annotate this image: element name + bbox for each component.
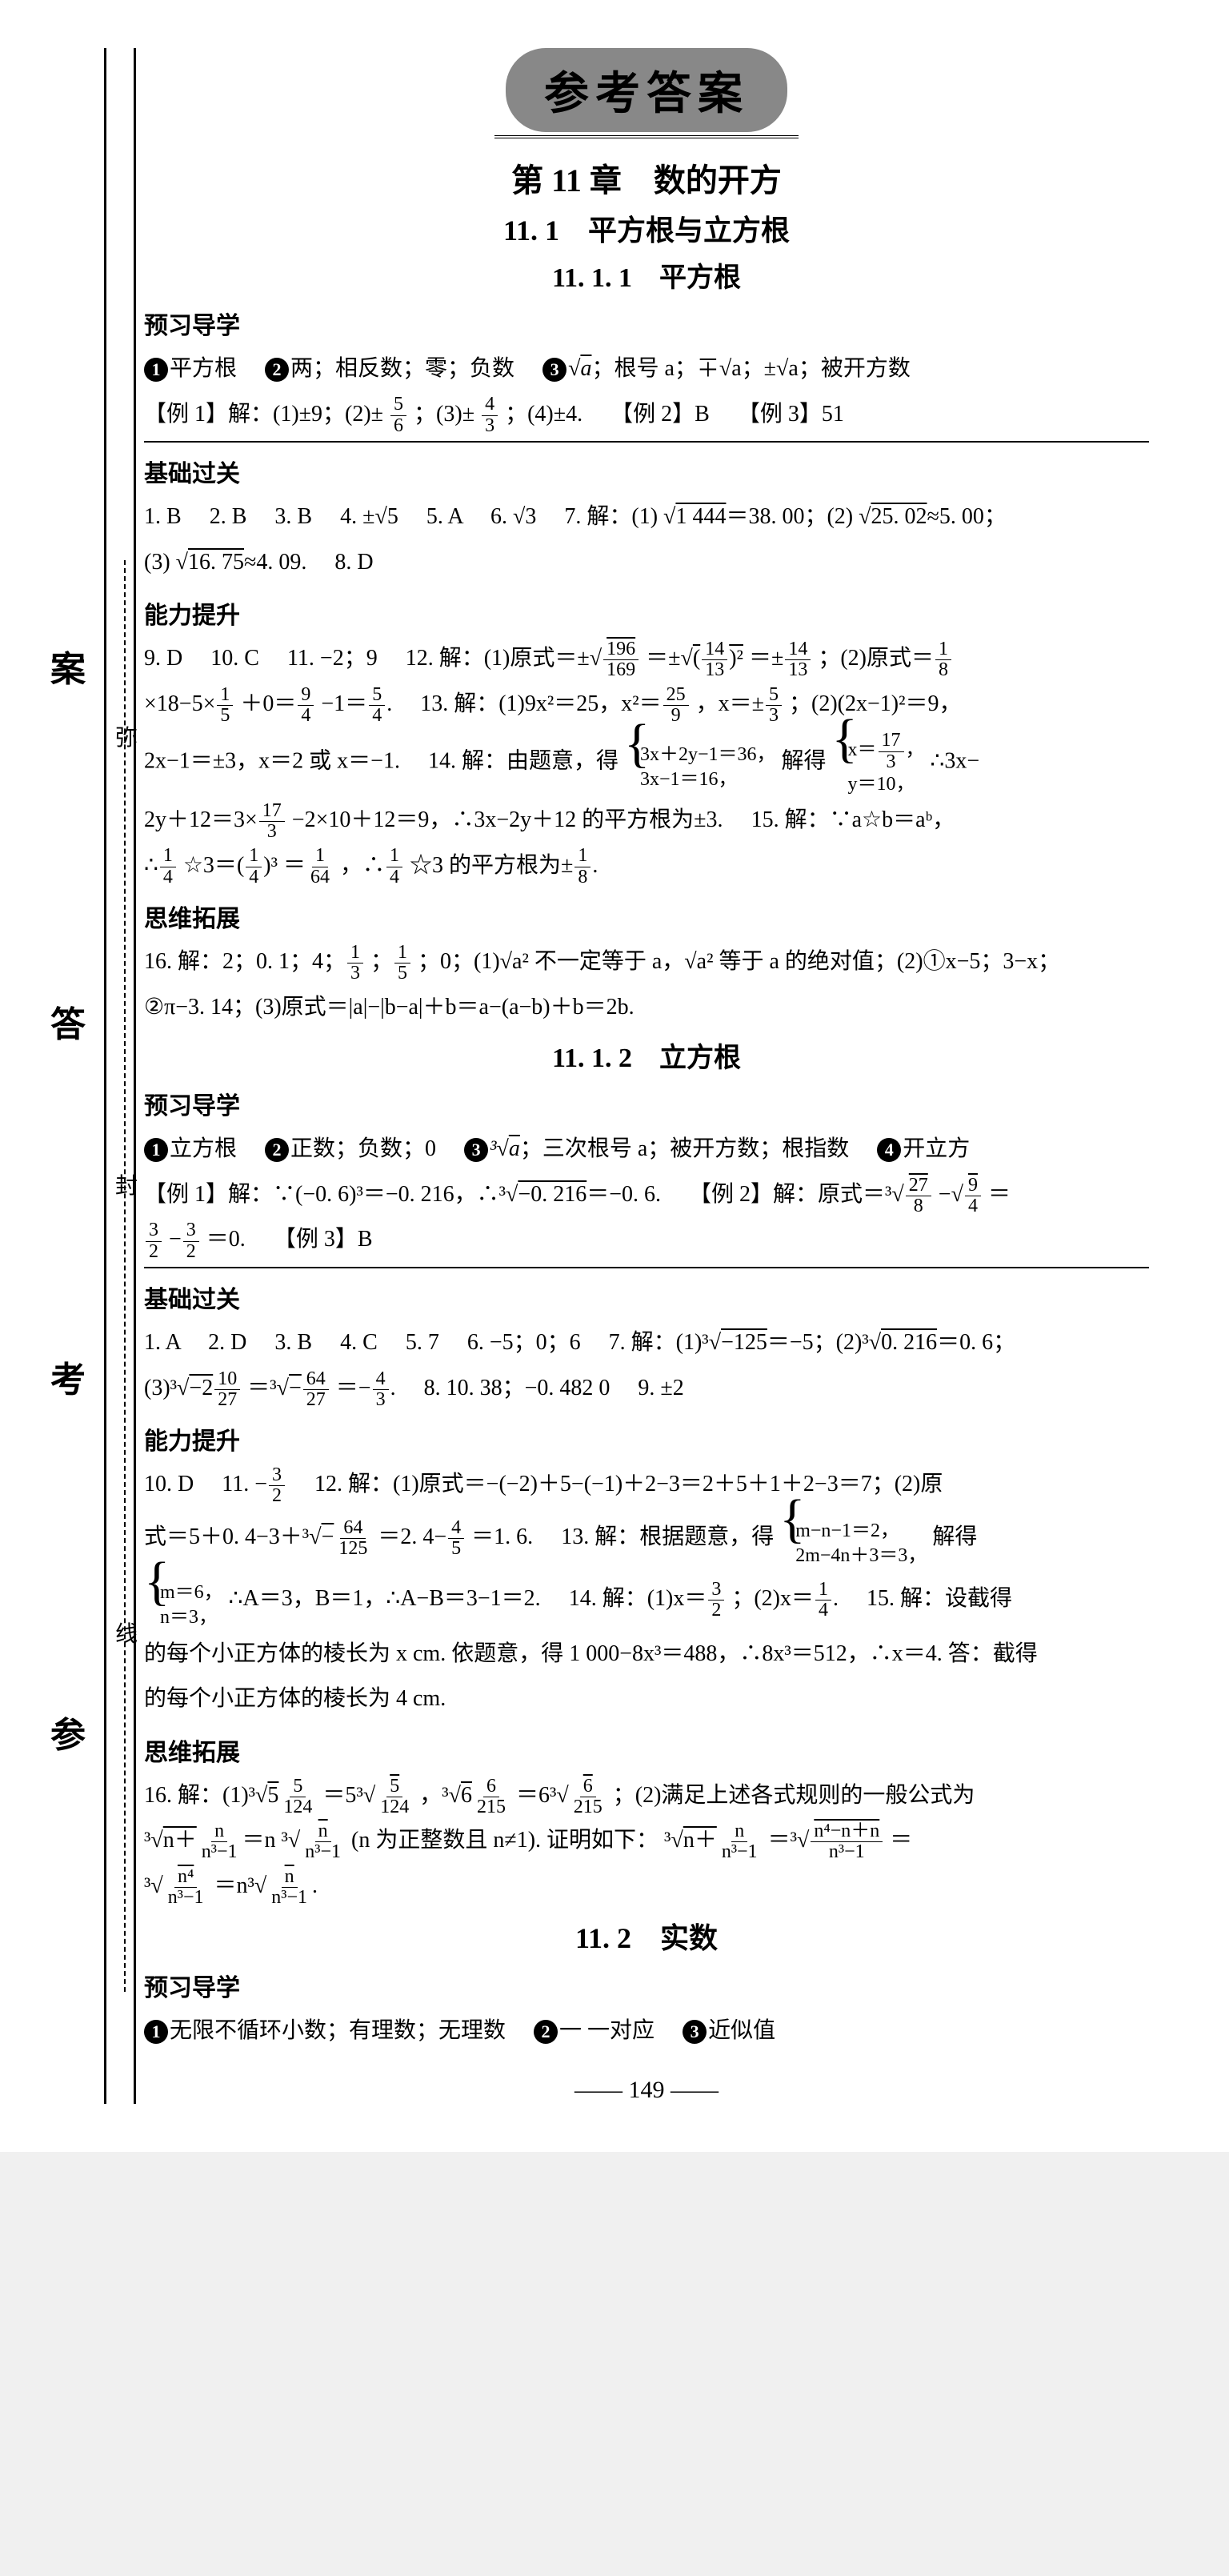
basic-content-11-1-2: 1. A 2. D 3. B 4. C 5. 7 6. −5；0；6 7. 解：… (144, 1321, 1149, 1410)
preview-content-11-1-2: 1立方根 2正数；负数；0 3³√a；三次根号 a；被开方数；根指数 4开立方 … (144, 1128, 1149, 1262)
ability-content-11-1-2: 10. D 11. −32 12. 解：(1)原式＝−(−2)＋5−(−1)＋2… (144, 1463, 1149, 1721)
title-underline (494, 135, 799, 138)
preview-d3: ；根号 a；∓√a；±√a；被开方数 (591, 356, 910, 381)
extend-heading-1: 思维拓展 (144, 899, 1149, 934)
preview-d2: 两；相反数；零；负数 (290, 356, 514, 381)
subsection-11-1-1: 11. 1. 1 平方根 (144, 255, 1149, 294)
preview-heading-3: 预习导学 (144, 1968, 1149, 2003)
extend-heading-2: 思维拓展 (144, 1733, 1149, 1768)
preview-heading-1: 预习导学 (144, 306, 1149, 341)
ex2: 【例 2】B (610, 402, 710, 427)
extend-content-11-1-2: 16. 解：(1)³√55124 ＝5³√5124 ，³√66215 ＝6³√6… (144, 1774, 1149, 1909)
preview-heading-2: 预习导学 (144, 1086, 1149, 1121)
chapter-title: 第 11 章 数的开方 (144, 154, 1149, 201)
ex1-a: 【例 1】解：(1)±9；(2)± (144, 402, 383, 427)
dash-char-3: 线 (115, 1617, 138, 1649)
bullet-2-icon: 2 (265, 358, 289, 382)
section-11-2: 11. 2 实数 (144, 1915, 1149, 1957)
dash-char-2: 封 (115, 1168, 138, 1200)
ability-heading-2: 能力提升 (144, 1421, 1149, 1456)
bullet-icon: 1 (144, 1138, 168, 1162)
side-char-3: 考 (50, 1351, 86, 1402)
basic-heading-2: 基础过关 (144, 1280, 1149, 1315)
side-large-labels: 案 答 考 参 (48, 640, 88, 1757)
side-char-1: 案 (50, 640, 86, 691)
bullet-icon: 4 (877, 1138, 901, 1162)
bullet-icon: 3 (683, 2020, 707, 2044)
basic-heading-1: 基础过关 (144, 454, 1149, 489)
bullet-1-icon: 1 (144, 358, 168, 382)
ex1-b: ；(3)± (414, 402, 474, 427)
bullet-icon: 2 (265, 1138, 289, 1162)
preview-content-11-1-1: 1平方根 2两；相反数；零；负数 3√a；根号 a；∓√a；±√a；被开方数 【… (144, 347, 1149, 436)
page: 案 答 考 参 弥 封 线 参考答案 第 11 章 数的开方 11. 1 平方根… (0, 0, 1229, 2152)
page-number: 149 (144, 2077, 1149, 2104)
bullet-icon: 1 (144, 2020, 168, 2044)
preview-d1: 平方根 (170, 356, 237, 381)
bullet-icon: 2 (534, 2020, 558, 2044)
dash-char-1: 弥 (115, 720, 138, 752)
bullet-icon: 3 (464, 1138, 488, 1162)
ex1-c: ；(4)±4. (505, 402, 582, 427)
preview-content-11-2: 1无限不循环小数；有理数；无理数 2一 一对应 3近似值 (144, 2009, 1149, 2053)
subsection-11-1-2: 11. 1. 2 立方根 (144, 1036, 1149, 1075)
extend-content-11-1-1: 16. 解：2；0. 1；4；13 ；15 ；0；(1)√a² 不一定等于 a，… (144, 940, 1149, 1029)
section-11-1: 11. 1 平方根与立方根 (144, 207, 1149, 249)
side-dash-labels: 弥 封 线 (114, 720, 138, 1649)
ability-heading-1: 能力提升 (144, 595, 1149, 631)
title-cloud: 参考答案 (506, 48, 787, 132)
side-char-4: 参 (50, 1706, 86, 1757)
divider (144, 1267, 1149, 1268)
ability-content-11-1-1: 9. D 10. C 11. −2；9 12. 解：(1)原式＝±√196169… (144, 637, 1149, 887)
basic-content-11-1-1: 1. B 2. B 3. B 4. ±√5 5. A 6. √3 7. 解：(1… (144, 495, 1149, 584)
ex3: 【例 3】51 (738, 402, 844, 427)
divider (144, 441, 1149, 443)
side-char-2: 答 (50, 996, 86, 1047)
title-banner: 参考答案 (144, 48, 1149, 138)
bullet-3-icon: 3 (542, 358, 566, 382)
